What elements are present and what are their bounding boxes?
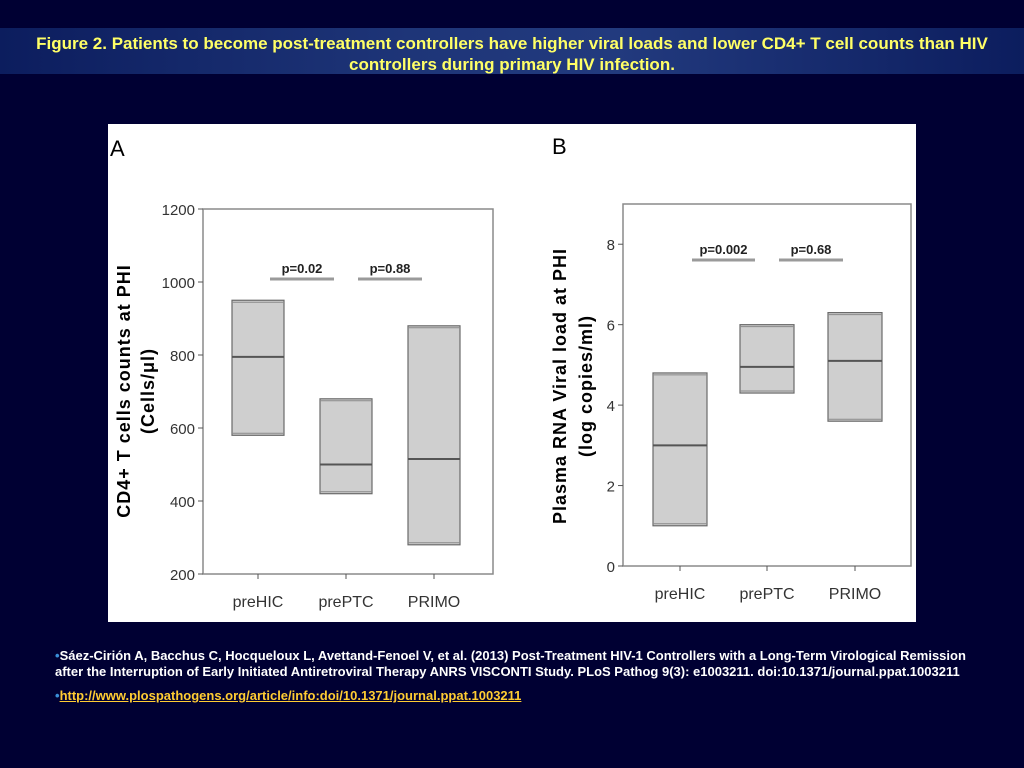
- link-item: •http://www.plospathogens.org/article/in…: [55, 688, 970, 704]
- p-value-label: p=0.02: [282, 261, 323, 276]
- references: •Sáez-Cirión A, Bacchus C, Hocqueloux L,…: [55, 648, 970, 712]
- panel-label: B: [552, 134, 567, 159]
- box: [319, 398, 373, 495]
- y-tick-label: 8: [607, 237, 615, 254]
- y-tick-label: 200: [170, 567, 195, 584]
- box: [231, 299, 285, 436]
- panel-label: A: [110, 136, 125, 161]
- y-tick-label: 1200: [162, 202, 195, 219]
- figure-panel: A 200 400 600 800 1000 1200 CD4+ T cells counts…: [108, 124, 916, 622]
- slide-title: Figure 2. Patients to become post-treatm…: [36, 34, 988, 74]
- citation-item: •Sáez-Cirión A, Bacchus C, Hocqueloux L,…: [55, 648, 970, 680]
- x-tick-label: prePTC: [739, 586, 794, 603]
- y-tick-label: 4: [607, 398, 615, 415]
- x-tick-label: preHIC: [233, 594, 284, 611]
- y-tick-label: 600: [170, 421, 195, 438]
- y-tick-label: 1000: [162, 275, 195, 292]
- citation-text: Sáez-Cirión A, Bacchus C, Hocqueloux L, …: [55, 648, 966, 679]
- chart-panel-A: A 200 400 600 800 1000 1200 CD4+ T cells counts…: [110, 136, 494, 611]
- x-tick-label: PRIMO: [829, 586, 881, 603]
- y-tick-label: 0: [607, 559, 615, 576]
- box: [652, 372, 708, 527]
- y-axis-unit-label: (Cells/μl): [138, 348, 158, 434]
- p-value-label: p=0.002: [699, 242, 747, 257]
- y-axis-label: Plasma RNA Viral load at PHI: [550, 248, 570, 524]
- figure-svg: A 200 400 600 800 1000 1200 CD4+ T cells counts…: [110, 134, 912, 611]
- box: [739, 324, 795, 394]
- y-axis-unit-label: (log copies/ml): [576, 315, 596, 457]
- x-tick-label: prePTC: [318, 594, 373, 611]
- box: [827, 312, 883, 422]
- chart-panel-B: B 0 2 4 6 8 Plasma RNA Viral load at PHI (log c…: [550, 134, 912, 603]
- p-value-label: p=0.68: [791, 242, 832, 257]
- p-value-label: p=0.88: [370, 261, 411, 276]
- y-tick-label: 6: [607, 318, 615, 335]
- y-tick-label: 800: [170, 348, 195, 365]
- y-axis-label: CD4+ T cells counts at PHI: [114, 264, 134, 518]
- article-link[interactable]: http://www.plospathogens.org/article/inf…: [59, 688, 522, 703]
- y-tick-label: 2: [607, 479, 615, 496]
- title-band: [0, 28, 1024, 74]
- x-tick-label: preHIC: [655, 586, 706, 603]
- y-tick-label: 400: [170, 494, 195, 511]
- bullet-icon: •: [55, 648, 60, 663]
- x-tick-label: PRIMO: [408, 594, 460, 611]
- box: [407, 325, 461, 546]
- bullet-icon: •: [55, 688, 60, 703]
